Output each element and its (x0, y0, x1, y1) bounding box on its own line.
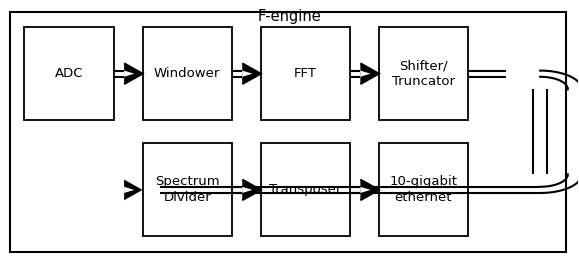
FancyBboxPatch shape (10, 12, 566, 252)
Polygon shape (242, 187, 252, 193)
Text: Spectrum
Divider: Spectrum Divider (155, 175, 219, 204)
FancyBboxPatch shape (261, 143, 350, 236)
FancyBboxPatch shape (24, 27, 113, 120)
FancyBboxPatch shape (379, 143, 468, 236)
Text: Transposer: Transposer (269, 183, 342, 196)
Polygon shape (242, 63, 261, 84)
Text: ADC: ADC (55, 67, 83, 80)
Text: FFT: FFT (294, 67, 317, 80)
Polygon shape (124, 70, 134, 77)
Polygon shape (360, 70, 371, 77)
Polygon shape (124, 187, 134, 193)
Polygon shape (124, 63, 142, 84)
Polygon shape (242, 180, 261, 200)
Text: 10-gigabit
ethernet: 10-gigabit ethernet (390, 175, 457, 204)
Polygon shape (124, 180, 142, 200)
Polygon shape (360, 187, 371, 193)
FancyBboxPatch shape (379, 27, 468, 120)
Polygon shape (360, 63, 379, 84)
Text: F-engine: F-engine (258, 9, 321, 24)
Polygon shape (242, 70, 252, 77)
FancyBboxPatch shape (261, 27, 350, 120)
Polygon shape (360, 180, 379, 200)
Text: Windower: Windower (154, 67, 221, 80)
Text: Shifter/
Truncator: Shifter/ Truncator (392, 59, 455, 88)
FancyBboxPatch shape (142, 27, 232, 120)
FancyBboxPatch shape (142, 143, 232, 236)
